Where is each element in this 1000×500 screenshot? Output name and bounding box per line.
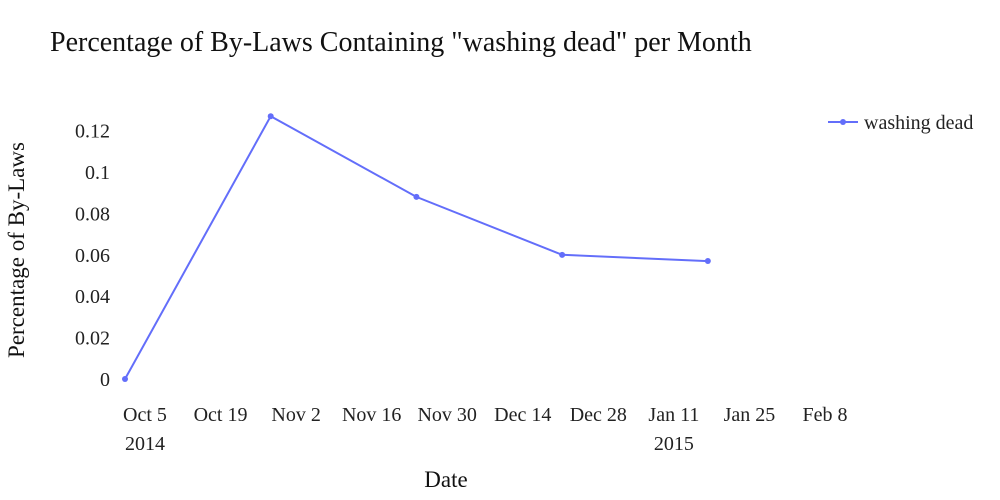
y-axis-title: Percentage of By-Laws (4, 142, 29, 358)
y-tick-label-5: 0.1 (85, 162, 110, 184)
chart-title: Percentage of By-Laws Containing "washin… (50, 27, 752, 58)
data-point-0-0[interactable] (122, 376, 128, 382)
x-tick-label-7: Jan 11 (648, 404, 699, 426)
x-tick-label-4: Nov 30 (417, 404, 476, 426)
y-tick-label-4: 0.08 (75, 203, 110, 225)
x-tick-year-label-7: 2015 (654, 433, 694, 455)
x-tick-label-3: Nov 16 (342, 404, 401, 426)
x-tick-label-2: Nov 2 (271, 404, 320, 426)
x-tick-label-6: Dec 28 (570, 404, 627, 426)
data-point-0-1[interactable] (267, 113, 274, 120)
y-tick-label-3: 0.06 (75, 245, 110, 267)
x-axis-ticks: Oct 5 2014 Oct 19 Nov 2 Nov 16 Nov 30 Dec 14 De… (123, 404, 847, 455)
x-tick-label-5: Dec 14 (494, 404, 551, 426)
x-tick-label-8: Jan 25 (724, 404, 776, 426)
y-tick-label-2: 0.04 (75, 286, 110, 308)
y-tick-label-6: 0.12 (75, 121, 110, 143)
series-layer (122, 113, 711, 382)
legend-marker-0 (840, 119, 846, 125)
data-point-0-3[interactable] (559, 251, 566, 258)
legend[interactable]: washing dead (828, 112, 973, 134)
series-line-0 (124, 114, 708, 380)
legend-label-0[interactable]: washing dead (864, 112, 973, 134)
x-tick-label-1: Oct 19 (194, 404, 248, 426)
y-tick-label-0: 0 (100, 369, 110, 391)
x-tick-label-0: Oct 5 (123, 404, 167, 426)
y-tick-label-1: 0.02 (75, 328, 110, 350)
y-axis-ticks: 0 0.02 0.04 0.06 0.08 0.1 0.12 (75, 121, 110, 391)
data-point-0-4[interactable] (704, 258, 711, 265)
data-point-0-2[interactable] (413, 193, 420, 200)
x-axis-title: Date (424, 467, 467, 492)
x-tick-label-9: Feb 8 (803, 404, 848, 426)
x-tick-year-label-0: 2014 (125, 433, 165, 455)
